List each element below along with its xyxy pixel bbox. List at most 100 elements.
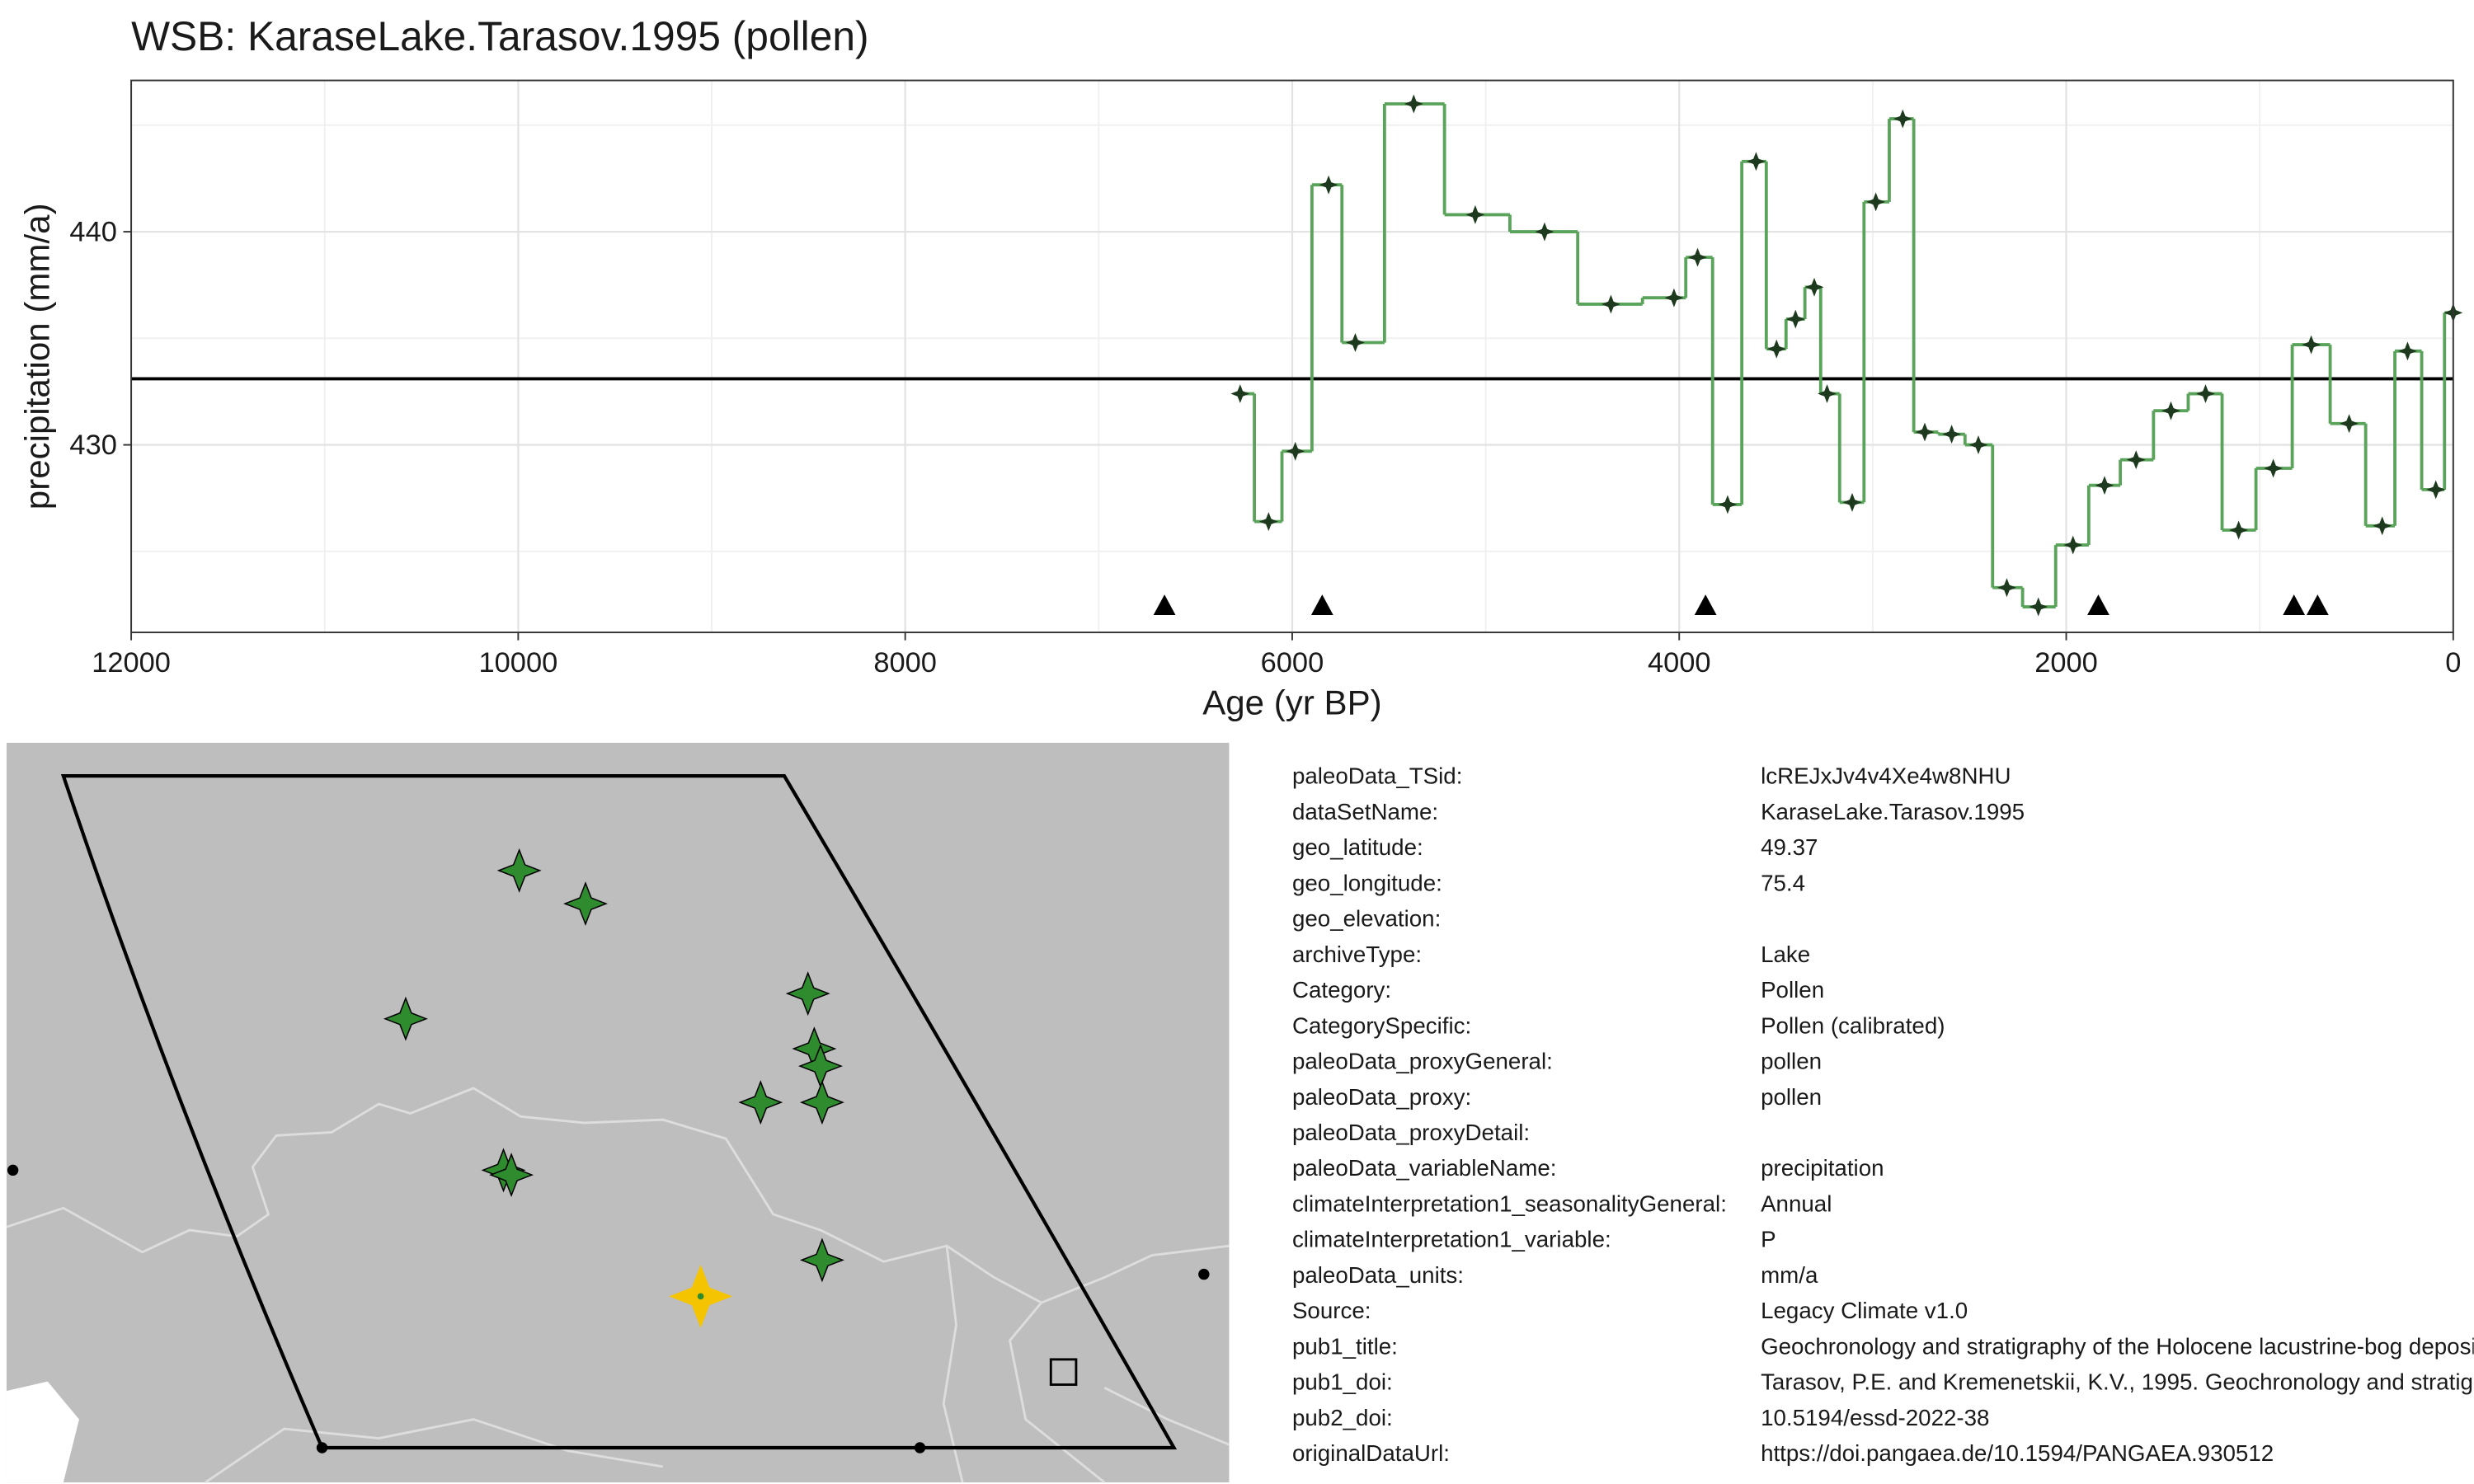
x-tick-label: 2000 [2034, 647, 2098, 679]
data-point [1818, 384, 1837, 404]
region-outline [60, 774, 1178, 1450]
data-point [1319, 175, 1338, 195]
sample-marker [2306, 594, 2329, 616]
focus-site-dot [697, 1293, 704, 1300]
x-tick-label: 6000 [1261, 647, 1324, 679]
metadata-key: paleoData_units: [1292, 1262, 1464, 1288]
metadata-key: climateInterpretation1_variable: [1292, 1227, 1611, 1252]
data-point [2126, 450, 2146, 470]
x-tick-label: 12000 [92, 647, 171, 679]
metadata-key: geo_latitude: [1292, 834, 1423, 860]
site-square [1049, 1358, 1078, 1386]
site-star [785, 971, 830, 1017]
data-point [2161, 401, 2180, 420]
data-point [1997, 578, 2016, 598]
data-point [1866, 192, 1886, 212]
metadata-key: Category: [1292, 977, 1391, 1003]
data-point [1718, 495, 1738, 514]
metadata-value: P [1761, 1227, 1776, 1252]
metadata-key: paleoData_TSid: [1292, 763, 1462, 789]
metadata-key: pub1_title: [1292, 1333, 1398, 1359]
x-tick-label: 10000 [479, 647, 558, 679]
data-point [1535, 222, 1554, 242]
data-point [1893, 109, 1912, 129]
data-point [1942, 425, 1962, 444]
metadata-value: pollen [1761, 1084, 1822, 1110]
metadata-key: climateInterpretation1_seasonalityGenera… [1292, 1190, 1727, 1216]
data-point [1404, 94, 1423, 114]
site-star [799, 1080, 844, 1125]
data-point [1345, 333, 1365, 352]
data-point [1688, 247, 1708, 267]
border-line [205, 1245, 1230, 1484]
metadata-key: pub1_doi: [1292, 1369, 1393, 1395]
metadata-key: paleoData_proxyGeneral: [1292, 1049, 1553, 1074]
data-point [1601, 294, 1620, 314]
metadata-key: paleoData_variableName: [1292, 1155, 1557, 1181]
data-point [1785, 309, 1805, 329]
border-line [6, 1087, 1230, 1304]
metadata-value: mm/a [1761, 1262, 1818, 1288]
metadata-key: dataSetName: [1292, 799, 1438, 824]
map-dot [7, 1164, 19, 1176]
map-dot [1198, 1268, 1210, 1280]
metadata-value: Annual [1761, 1190, 1832, 1216]
sample-marker [1694, 594, 1717, 616]
metadata-value: 49.37 [1761, 834, 1818, 860]
site-star [738, 1080, 783, 1125]
map-dot [316, 1442, 328, 1453]
data-point [2229, 520, 2249, 540]
metadata-key: geo_elevation: [1292, 906, 1441, 932]
data-point [1465, 204, 1485, 224]
metadata-value: 75.4 [1761, 870, 1805, 895]
data-point [2063, 535, 2083, 555]
data-point [1286, 441, 1305, 461]
metadata-value: precipitation [1761, 1155, 1884, 1181]
sample-marker [2283, 594, 2306, 616]
x-tick-label: 4000 [1648, 647, 1711, 679]
data-point [2264, 458, 2284, 478]
data-point [1746, 152, 1766, 171]
data-point [1915, 422, 1935, 442]
site-star [383, 996, 428, 1041]
data-point [1230, 384, 1250, 404]
data-point [1842, 492, 1862, 512]
metadata-key: pub2_doi: [1292, 1405, 1393, 1430]
metadata-value: Geochronology and stratigraphy of the Ho… [1761, 1333, 2474, 1359]
metadata-value: KaraseLake.Tarasov.1995 [1761, 799, 2025, 824]
sample-marker [1153, 594, 1176, 616]
data-point [2397, 341, 2417, 361]
data-point [2373, 516, 2392, 536]
data-point [1664, 288, 1684, 308]
metadata-table: paleoData_TSid: lcREJxJv4v4Xe4w8NHU dataSe… [1292, 763, 2474, 1466]
metadata-value: Tarasov, P.E. and Kremenetskii, K.V., 19… [1761, 1369, 2474, 1395]
water [6, 1381, 79, 1483]
metadata-value: https://doi.pangaea.de/10.1594/PANGAEA.9… [1761, 1440, 2274, 1466]
data-point [1766, 339, 1786, 359]
metadata-key: geo_longitude: [1292, 870, 1442, 895]
y-tick-label: 440 [69, 217, 116, 248]
site-star [489, 1153, 534, 1198]
metadata-value: Legacy Climate v1.0 [1761, 1298, 1968, 1323]
metadata-value: Pollen (calibrated) [1761, 1012, 1945, 1038]
metadata-key: paleoData_proxyDetail: [1292, 1120, 1530, 1145]
y-axis-label: precipitation (mm/a) [18, 203, 57, 510]
site-star [799, 1237, 844, 1283]
data-point [1968, 435, 1988, 455]
data-point [1804, 277, 1824, 297]
data-point [2029, 597, 2048, 617]
data-point [2426, 480, 2446, 500]
metadata-value: Pollen [1761, 977, 1824, 1003]
x-tick-label: 8000 [873, 647, 937, 679]
sample-marker [2087, 594, 2109, 616]
data-point [1258, 512, 1278, 532]
sample-marker [1310, 594, 1333, 616]
metadata-key: CategorySpecific: [1292, 1012, 1471, 1038]
metadata-key: paleoData_proxy: [1292, 1084, 1471, 1110]
data-point [2095, 476, 2114, 495]
site-star [496, 848, 542, 893]
plot-border [130, 79, 2454, 634]
site-star [563, 881, 608, 927]
map-dot [914, 1442, 926, 1453]
